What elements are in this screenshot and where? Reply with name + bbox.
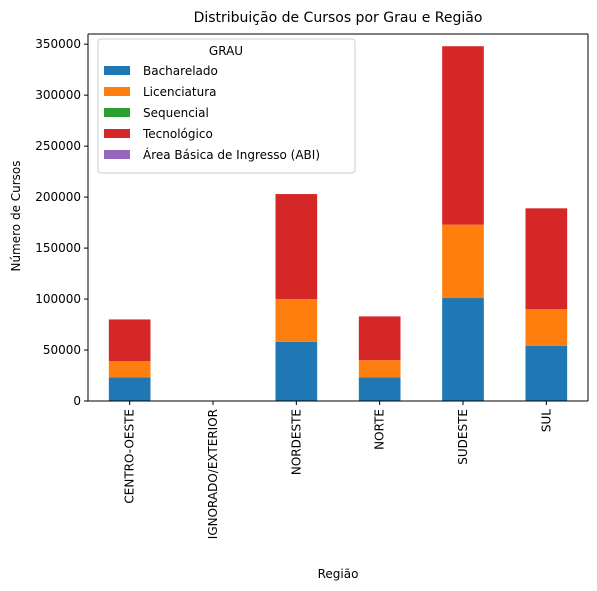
y-tick-label: 200000: [35, 190, 81, 204]
x-tick-label: NORDESTE: [289, 409, 303, 475]
y-tick-label: 350000: [35, 37, 81, 51]
legend-title: GRAU: [209, 44, 243, 58]
legend-swatch: [104, 129, 130, 138]
bar-norte-series-1: [358, 360, 401, 378]
bar-sul-series-0: [525, 345, 568, 401]
bar-sudeste-series-0: [442, 298, 484, 401]
bar-nordeste-series-1: [275, 299, 318, 342]
y-tick-label: 250000: [35, 139, 81, 153]
bar-centro-oeste-series-0: [108, 377, 151, 401]
bar-centro-oeste-series-3: [108, 319, 151, 362]
y-axis-label: Número de Cursos: [9, 160, 23, 271]
bar-norte-series-3: [358, 316, 401, 361]
y-tick-label: 300000: [35, 88, 81, 102]
legend-item-label: Tecnológico: [142, 127, 213, 141]
x-tick-label: NORTE: [373, 409, 387, 450]
x-tick-label: SUL: [539, 409, 553, 432]
bar-nordeste-series-3: [275, 194, 318, 300]
legend-item-label: Bacharelado: [143, 64, 218, 78]
bar-norte-series-0: [358, 377, 401, 401]
y-tick-label: 0: [73, 394, 81, 408]
legend-item-label: Licenciatura: [143, 85, 217, 99]
bar-sul-series-1: [525, 309, 568, 346]
bar-nordeste-series-0: [275, 341, 318, 401]
bar-sudeste-series-1: [442, 224, 484, 299]
legend-swatch: [104, 108, 130, 117]
plot-area: 0 50000 100000 150000 200000 250000 300000 3500…: [35, 33, 589, 539]
y-tick-label: 150000: [35, 241, 81, 255]
chart-title: Distribuição de Cursos por Grau e Região: [194, 10, 483, 26]
x-tick-label: CENTRO-OESTE: [123, 409, 137, 504]
x-axis-label: Região: [318, 567, 359, 581]
bar-centro-oeste-series-1: [108, 361, 151, 378]
legend-item-label: Sequencial: [143, 106, 209, 120]
y-tick-label: 50000: [43, 343, 81, 357]
legend-frame: [97, 38, 356, 174]
legend-swatch: [104, 66, 130, 75]
y-tick-label: 100000: [35, 292, 81, 306]
bar-sul-series-3: [525, 208, 568, 310]
legend-item-label: Área Básica de Ingresso (ABI): [143, 147, 320, 162]
x-tick-label: IGNORADO/EXTERIOR: [206, 409, 220, 539]
x-tick-label: SUDESTE: [456, 409, 470, 465]
bar-sudeste-series-3: [442, 46, 484, 225]
legend: GRAU Bacharelado Licenciatura Sequencial Te…: [97, 38, 356, 174]
legend-swatch: [104, 87, 130, 96]
legend-swatch: [104, 150, 130, 159]
